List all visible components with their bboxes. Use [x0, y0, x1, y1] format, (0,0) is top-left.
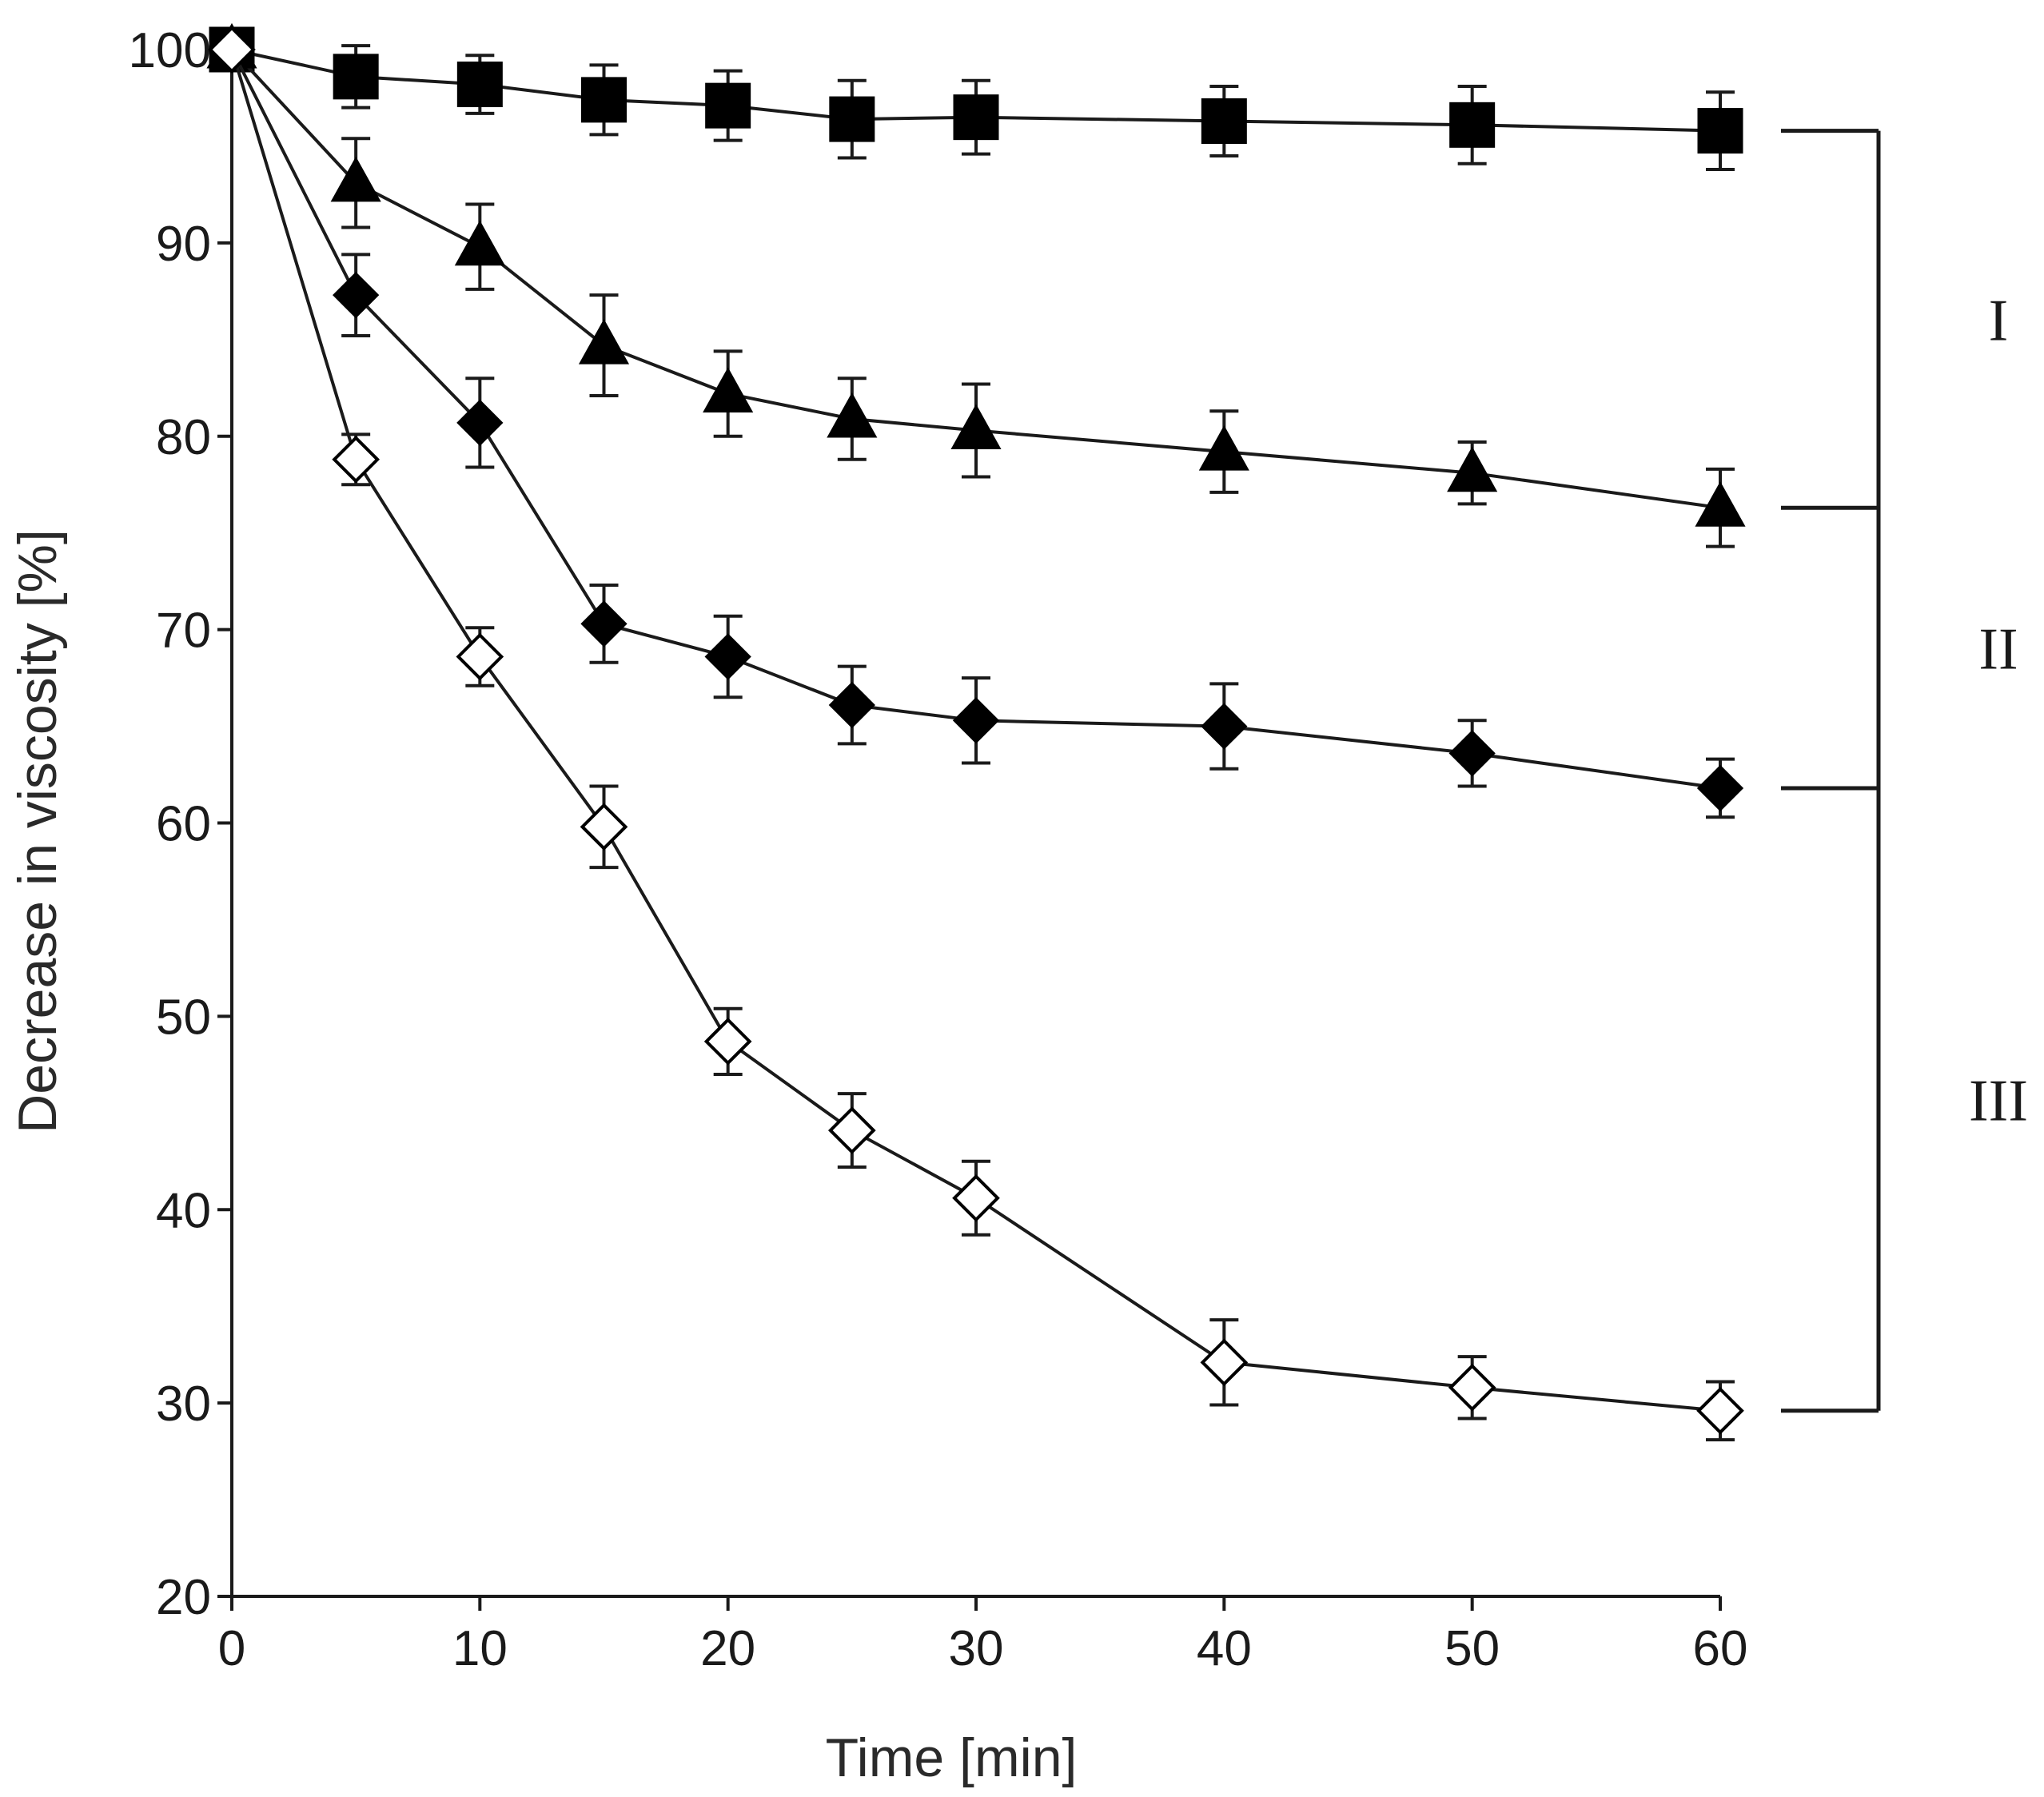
x-tick-label-60: 60	[1693, 1621, 1748, 1676]
series-layer	[206, 22, 1746, 1442]
y-tick-label-90: 90	[156, 217, 211, 272]
point-filled-diamond-25	[828, 681, 875, 729]
point-filled-square-60	[1697, 108, 1743, 154]
x-tick-label-0: 0	[218, 1621, 245, 1676]
series-open-diamond	[208, 26, 1744, 1442]
y-tick-label-70: 70	[156, 604, 211, 659]
point-open-diamond-50	[1448, 1363, 1496, 1412]
point-filled-triangle-50	[1447, 446, 1498, 492]
series-filled-diamond	[208, 26, 1744, 819]
y-axis-ticks: 20 30 40 50 60 70 80 90 100	[129, 23, 232, 1625]
point-filled-diamond-5	[333, 272, 380, 319]
point-filled-triangle-60	[1695, 481, 1746, 527]
x-tick-label-30: 30	[949, 1621, 1004, 1676]
y-tick-label-60: 60	[156, 797, 211, 852]
x-tick-label-50: 50	[1444, 1621, 1500, 1676]
point-filled-diamond-60	[1696, 764, 1744, 812]
point-filled-square-20	[705, 82, 751, 129]
y-tick-label-20: 20	[156, 1570, 211, 1625]
point-filled-diamond-10	[456, 399, 504, 446]
group-label-III: III	[1969, 1068, 2028, 1134]
point-open-diamond-0	[208, 26, 256, 74]
point-filled-triangle-5	[330, 156, 381, 202]
point-filled-square-50	[1449, 102, 1496, 148]
point-filled-square-40	[1201, 98, 1247, 144]
point-open-diamond-20	[703, 1017, 752, 1066]
point-open-diamond-40	[1200, 1338, 1249, 1387]
point-open-diamond-25	[828, 1106, 876, 1154]
x-axis-ticks: 0 10 20 30 40 50 60	[218, 1596, 1748, 1676]
point-filled-triangle-40	[1198, 425, 1249, 471]
x-tick-label-20: 20	[700, 1621, 755, 1676]
point-filled-triangle-25	[827, 392, 878, 438]
series-filled-triangle	[206, 22, 1746, 548]
point-filled-triangle-30	[950, 404, 1002, 449]
point-filled-diamond-15	[580, 600, 628, 647]
y-tick-label-80: 80	[156, 410, 211, 465]
point-filled-square-10	[456, 62, 503, 108]
series-line-open-diamond	[230, 49, 1721, 1412]
group-label-I: I	[1989, 288, 2009, 353]
series-line-filled-square	[231, 48, 1721, 133]
y-tick-label-50: 50	[156, 990, 211, 1045]
series-line-filled-diamond	[230, 49, 1721, 790]
point-filled-square-25	[829, 96, 875, 142]
y-tick-label-30: 30	[156, 1377, 211, 1432]
point-filled-triangle-20	[703, 367, 754, 413]
y-tick-label-40: 40	[156, 1183, 211, 1238]
point-open-diamond-10	[456, 632, 504, 681]
point-filled-diamond-40	[1201, 703, 1248, 750]
point-filled-square-15	[581, 77, 627, 123]
point-filled-diamond-20	[704, 633, 751, 680]
point-filled-square-30	[953, 94, 999, 141]
series-filled-square	[209, 26, 1743, 171]
point-filled-square-5	[333, 54, 379, 100]
y-tick-label-100: 100	[129, 23, 211, 78]
point-open-diamond-15	[580, 803, 628, 851]
point-filled-diamond-50	[1448, 730, 1496, 777]
point-open-diamond-5	[332, 435, 380, 484]
group-label-II: II	[1978, 617, 2018, 683]
point-filled-triangle-15	[578, 318, 630, 365]
y-axis-title: Decrease in viscosity [%]	[7, 529, 68, 1134]
x-tick-label-10: 10	[452, 1621, 508, 1676]
x-tick-label-40: 40	[1197, 1621, 1252, 1676]
point-open-diamond-60	[1696, 1386, 1744, 1435]
x-axis-title: Time [min]	[826, 1727, 1078, 1788]
point-open-diamond-30	[952, 1173, 1000, 1222]
axes	[230, 50, 1720, 1598]
point-filled-diamond-30	[952, 697, 1000, 744]
point-filled-triangle-10	[454, 220, 505, 266]
series-line-filled-triangle	[230, 48, 1721, 510]
